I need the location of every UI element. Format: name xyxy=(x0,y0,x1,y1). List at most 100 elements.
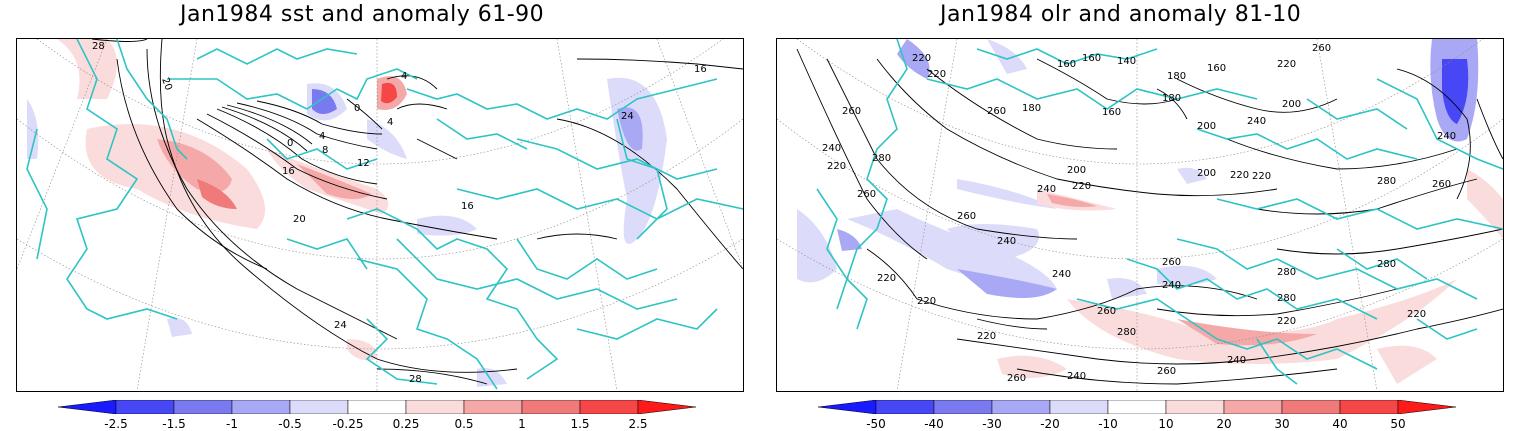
olr-contour-label: 240 xyxy=(1037,184,1056,195)
colorbar-tick-label: 30 xyxy=(1274,417,1290,431)
colorbar-swatch xyxy=(1107,400,1167,414)
olr-contour-label: 280 xyxy=(1277,293,1296,304)
olr-contour-label: 220 xyxy=(1252,171,1271,182)
sst-contour-label: 16 xyxy=(282,166,295,177)
sst-contour-label: 24 xyxy=(334,320,347,331)
colorbar-swatch xyxy=(231,400,291,414)
olr-contour-label: 180 xyxy=(1022,103,1041,114)
colorbar-swatch xyxy=(463,400,523,414)
olr-contour-label: 260 xyxy=(1432,179,1451,190)
colorbar-tick-label: 10 xyxy=(1158,417,1174,431)
right-map-title: Jan1984 olr and anomaly 81-10 xyxy=(940,2,1302,27)
colorbar-tick-label: -40 xyxy=(924,417,944,431)
sst-contour-label: 20 xyxy=(293,214,306,225)
colorbar-tick-label: -0.5 xyxy=(278,417,302,431)
colorbar-tick-label: -20 xyxy=(1040,417,1060,431)
olr-contour-label: 200 xyxy=(1197,168,1216,179)
colorbar-tick-label: -1.5 xyxy=(162,417,186,431)
olr-contours xyxy=(796,48,1503,385)
colorbar-swatch xyxy=(875,400,935,414)
sst-coastlines xyxy=(26,39,743,390)
olr-contour-label: 280 xyxy=(1117,327,1136,338)
olr-contour-label: 220 xyxy=(827,161,846,172)
colorbar-arrow-high xyxy=(1397,400,1457,414)
sst-colorbar xyxy=(58,400,702,414)
olr-contour-label: 260 xyxy=(1157,366,1176,377)
colorbar-swatch xyxy=(405,400,465,414)
olr-contour-label: 200 xyxy=(1197,121,1216,132)
sst-contour-labels: 28 20 16 12 8 4 0 4 0 4 16 20 24 28 24 1… xyxy=(92,41,707,385)
olr-contour-label: 220 xyxy=(1277,59,1296,70)
olr-contour-label: 280 xyxy=(1377,176,1396,187)
olr-contour-label: 260 xyxy=(842,106,861,117)
olr-anomaly-map: 220 220 160 160 140 180 160 180 200 160 … xyxy=(776,38,1504,392)
olr-contour-label: 160 xyxy=(1082,53,1101,64)
sst-contour-label: 20 xyxy=(159,76,174,92)
olr-contour-label: 160 xyxy=(1057,59,1076,70)
colorbar-swatch xyxy=(933,400,993,414)
sst-contour-label: 0 xyxy=(354,103,360,114)
sst-contour-label: 0 xyxy=(287,138,293,149)
olr-anomaly-shading xyxy=(797,39,1503,384)
colorbar-arrow-high xyxy=(637,400,697,414)
olr-colorbar-swatches xyxy=(818,400,1457,414)
olr-contour-label: 240 xyxy=(1052,269,1071,280)
olr-colorbar xyxy=(818,400,1462,414)
olr-contour-label: 180 xyxy=(1167,71,1186,82)
colorbar-tick-label: 40 xyxy=(1332,417,1348,431)
sst-contour-label: 16 xyxy=(694,64,707,75)
colorbar-tick-label: -0.25 xyxy=(332,417,364,431)
colorbar-swatch xyxy=(1339,400,1399,414)
colorbar-arrow-low xyxy=(58,400,117,414)
olr-contour-label: 220 xyxy=(877,273,896,284)
olr-contour-label: 260 xyxy=(857,189,876,200)
sst-contour-label: 4 xyxy=(319,131,325,142)
olr-contour-label: 240 xyxy=(822,143,841,154)
colorbar-swatch xyxy=(1049,400,1109,414)
colorbar-tick-label: 0.5 xyxy=(454,417,474,431)
colorbar-swatch xyxy=(1165,400,1225,414)
left-map-title: Jan1984 sst and anomaly 61-90 xyxy=(180,2,545,27)
colorbar-swatch xyxy=(579,400,639,414)
olr-contour-label: 260 xyxy=(1007,373,1026,384)
sst-map-canvas: 28 20 16 12 8 4 0 4 0 4 16 20 24 28 24 1… xyxy=(17,39,743,391)
olr-contour-label: 240 xyxy=(1067,371,1086,382)
sst-contour-label: 24 xyxy=(621,111,634,122)
sst-contours xyxy=(91,39,743,385)
olr-contour-label: 280 xyxy=(1377,259,1396,270)
sst-colorbar-swatches xyxy=(58,400,697,414)
colorbar-tick-label: 0.25 xyxy=(392,417,420,431)
olr-coastlines xyxy=(816,39,1503,385)
olr-contour-label: 220 xyxy=(1407,309,1426,320)
colorbar-tick-label: 20 xyxy=(1216,417,1232,431)
colorbar-tick-label: -50 xyxy=(866,417,886,431)
colorbar-tick-label: 1.5 xyxy=(570,417,590,431)
colorbar-tick-label: -1 xyxy=(226,417,238,431)
colorbar-tick-label: 50 xyxy=(1390,417,1406,431)
sst-anomaly-map: 28 20 16 12 8 4 0 4 0 4 16 20 24 28 24 1… xyxy=(16,38,744,392)
colorbar-swatch xyxy=(347,400,407,414)
olr-contour-label: 240 xyxy=(1162,280,1181,291)
olr-contour-label: 200 xyxy=(1067,165,1086,176)
colorbar-tick-label: -10 xyxy=(1098,417,1118,431)
colorbar-arrow-low xyxy=(818,400,877,414)
olr-contour-label: 260 xyxy=(957,211,976,222)
sst-contour-label: 4 xyxy=(387,117,393,128)
colorbar-swatch xyxy=(289,400,349,414)
colorbar-swatch xyxy=(1281,400,1341,414)
olr-contour-label: 240 xyxy=(997,236,1016,247)
olr-contour-label: 280 xyxy=(1277,267,1296,278)
colorbar-tick-label: 2.5 xyxy=(628,417,648,431)
olr-contour-label: 240 xyxy=(1437,131,1456,142)
olr-contour-label: 260 xyxy=(987,106,1006,117)
olr-contour-label: 220 xyxy=(927,69,946,80)
sst-anomaly-shading xyxy=(27,39,667,387)
olr-contour-label: 220 xyxy=(1230,170,1249,181)
olr-contour-label: 260 xyxy=(1312,43,1331,54)
olr-contour-label: 160 xyxy=(1207,63,1226,74)
olr-contour-label: 220 xyxy=(912,53,931,64)
olr-contour-label: 280 xyxy=(872,153,891,164)
olr-contour-label: 220 xyxy=(917,296,936,307)
sst-contour-label: 12 xyxy=(357,158,370,169)
olr-contour-label: 260 xyxy=(1162,257,1181,268)
